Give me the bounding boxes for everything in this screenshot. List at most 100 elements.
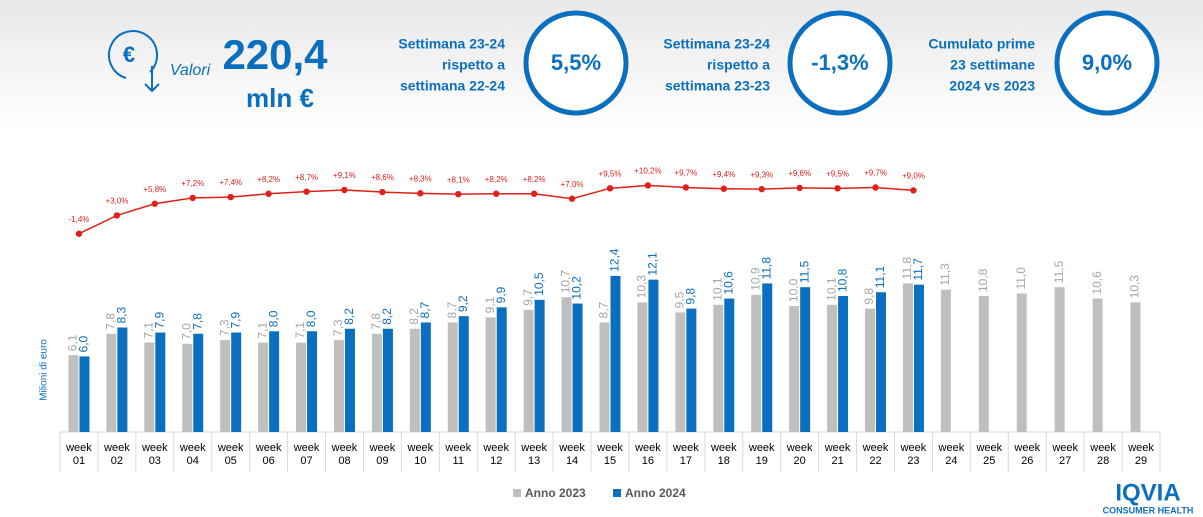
growth-point [796,184,803,192]
y-axis-label: Milioni di euro [39,339,50,401]
data-label: 11,8 [759,257,773,280]
x-tick-label: week 05 [217,442,244,467]
bar [1016,293,1027,432]
growth-label: -1,4% [69,215,90,224]
data-label: 9,5 [673,291,687,308]
data-label: 10,3 [1128,275,1142,299]
legend-label: Anno 2023 [525,486,586,500]
x-tick-label: week 23 [900,442,927,467]
bar [307,331,318,432]
bar [144,342,155,432]
growth-label: +9,5% [599,169,622,178]
data-label: 7,1 [255,322,269,339]
x-tick-label: week 12 [483,442,510,467]
x-tick-label: week 22 [862,442,889,467]
data-label: 10,3 [635,275,649,299]
growth-point [151,200,159,207]
growth-point [530,190,538,197]
data-label: 12,1 [646,252,660,276]
growth-point [303,188,310,195]
growth-label: +7,4% [219,178,242,187]
bar [648,279,659,432]
bar [940,289,951,432]
x-tick-label: week 14 [559,442,585,467]
growth-point [720,185,727,192]
data-label: 9,7 [521,289,535,306]
growth-point [189,194,196,202]
data-label: 7,3 [217,319,231,336]
bar [333,340,344,432]
logo-name: IQVIA [1115,479,1180,506]
bar [485,317,496,432]
growth-point [379,188,386,196]
bar [713,304,724,432]
kpi-text: Cumulato prime [928,36,1035,52]
growth-point [113,212,121,219]
growth-label: +8,7% [295,173,318,182]
growth-label: +8,1% [447,175,470,184]
data-label: 7,8 [104,313,118,330]
x-tick-label: week 07 [293,442,320,467]
x-tick-label: week 17 [673,442,699,467]
data-label: 11,1 [873,265,887,288]
growth-label: +9,0% [902,172,925,181]
growth-point [227,193,234,201]
data-label: 8,0 [266,310,280,327]
bar [344,328,355,432]
data-label: 11,7 [911,258,925,281]
bar [79,356,90,432]
growth-point [568,195,576,202]
kpi-circle [1054,10,1160,116]
unit: mln € [246,83,314,113]
data-label: 11,3 [938,263,952,286]
kpi-text: settimana 23-23 [665,78,770,94]
bar [534,299,545,432]
bar [296,342,307,432]
growth-label: +9,4% [712,170,735,179]
data-label: 7,8 [369,313,383,330]
x-tick-label: week 10 [407,442,434,467]
growth-point [455,190,462,198]
growth-label: +9,6% [788,169,811,178]
euro-symbol: € [123,42,135,67]
bar [220,340,231,432]
data-label: 7,9 [152,312,166,329]
bar [117,327,128,432]
growth-label: +9,7% [674,169,697,178]
x-tick-label: week 19 [748,442,775,467]
data-label: 11,5 [1052,260,1066,283]
data-label: 9,2 [456,295,470,312]
bar [420,322,431,432]
bar [724,298,735,432]
x-tick-label: week 27 [1052,442,1079,467]
data-label: 10,2 [570,276,584,300]
bar [838,296,849,432]
bar [409,328,420,432]
x-tick-label: week 18 [710,442,737,467]
data-label: 10,1 [824,277,838,301]
kpi-value: 5,5% [551,50,601,75]
bar [155,332,166,432]
data-label: 9,9 [494,286,508,303]
bar [675,312,686,432]
x-tick-label: week 21 [824,442,851,467]
euro-icon [108,30,160,93]
data-label: 11,0 [1014,267,1028,290]
data-label: 9,1 [483,296,497,313]
growth-label: +7,2% [181,179,204,188]
data-label: 10,6 [1090,271,1104,295]
x-tick-label: week 04 [179,442,206,467]
bar [458,316,469,432]
data-label: 6,1 [66,334,80,351]
x-tick-label: week 28 [1090,442,1116,467]
growth-point [758,185,765,193]
data-label: 7,0 [179,323,193,340]
data-label: 11,5 [797,260,811,283]
bar [523,309,534,432]
bar [561,297,572,432]
growth-point [265,190,272,197]
bar [762,283,773,432]
bar [599,322,610,432]
growth-point [606,185,614,192]
